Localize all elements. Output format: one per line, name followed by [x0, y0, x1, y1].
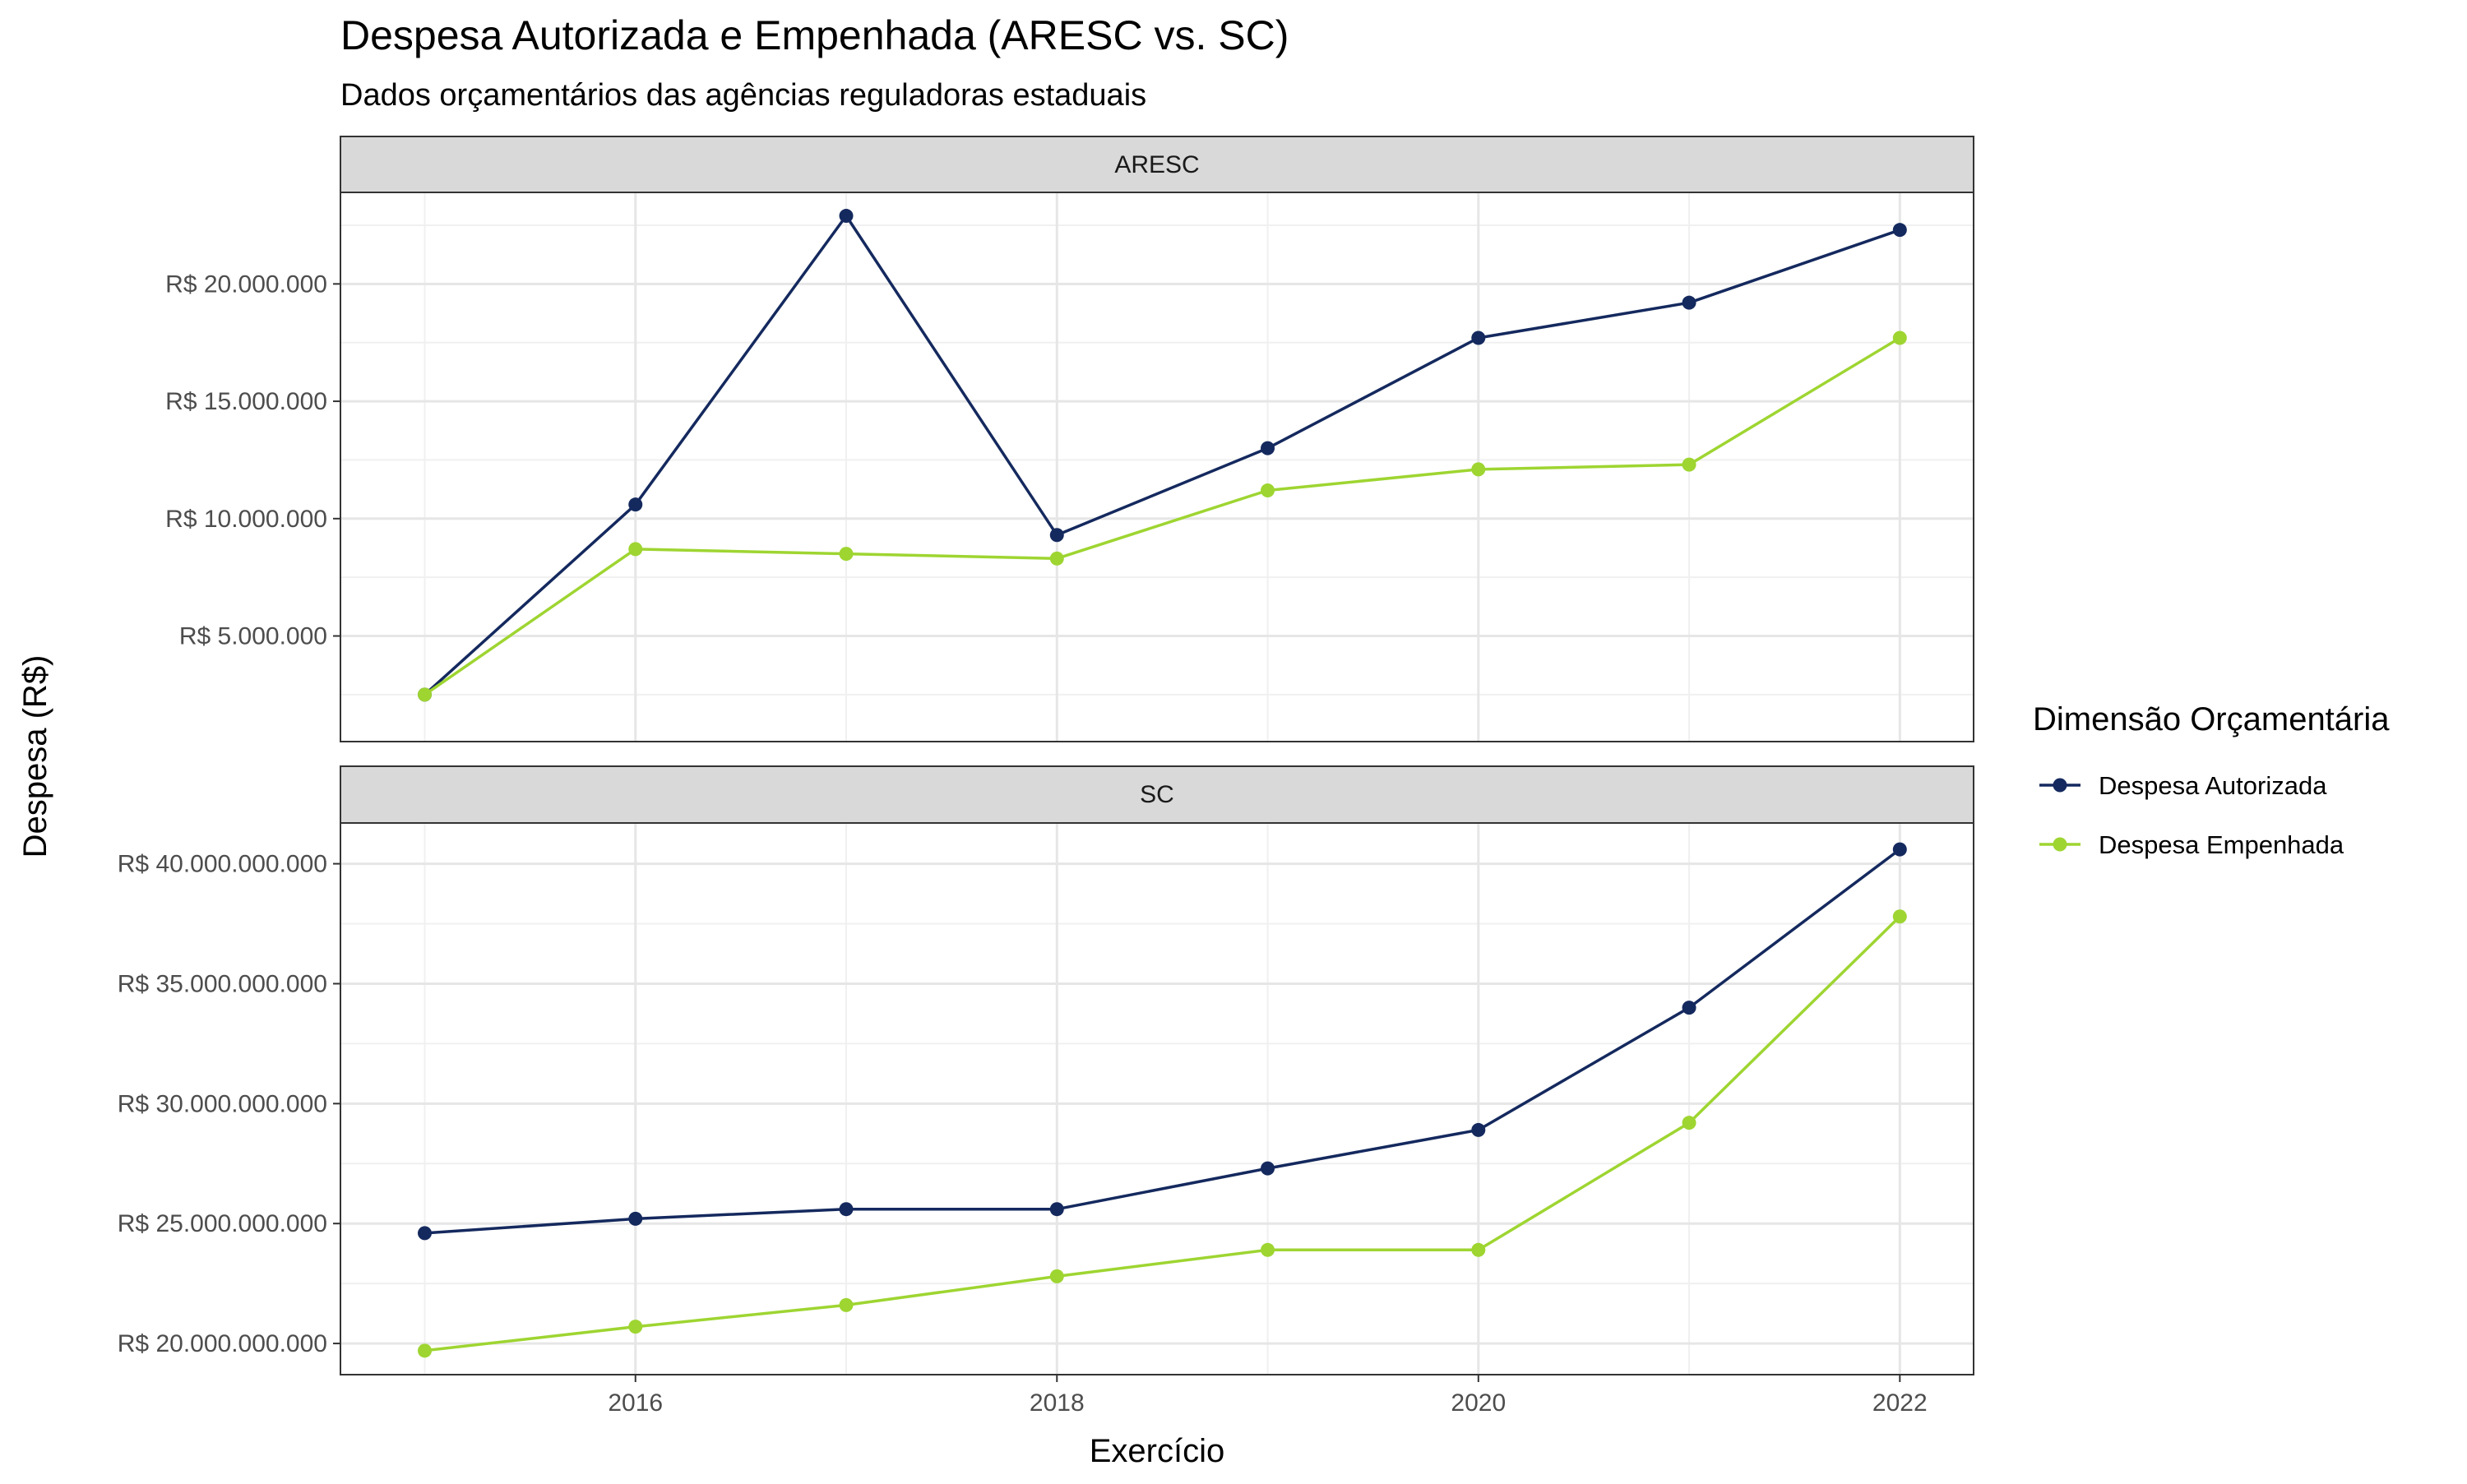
- data-point-despesa-empenhada: [1261, 1242, 1275, 1257]
- x-axis: 2016 2018 2020 2022: [608, 1375, 1928, 1417]
- data-point-despesa-autorizada: [1471, 331, 1486, 345]
- panel-aresc: ARESC R$ 5.000.000 R$ 10.000.000 R$ 15.000.…: [165, 136, 1974, 742]
- data-point-despesa-empenhada: [1682, 457, 1696, 472]
- data-point-despesa-autorizada: [1471, 1122, 1486, 1137]
- strip-background: [340, 136, 1974, 193]
- x-axis-label: Exercício: [1090, 1433, 1225, 1469]
- data-point-despesa-autorizada: [1682, 295, 1696, 310]
- y-tick-label: R$ 15.000.000: [165, 388, 327, 415]
- data-point-despesa-empenhada: [1892, 909, 1907, 924]
- legend-key-point: [2053, 837, 2067, 852]
- panel-border: [340, 192, 1974, 742]
- y-axis-label: Despesa (R$): [17, 655, 53, 858]
- legend-label: Despesa Autorizada: [2099, 771, 2327, 800]
- x-tick-label: 2022: [1872, 1389, 1928, 1417]
- series-line-despesa-autorizada: [424, 848, 1901, 1235]
- y-tick-label: R$ 10.000.000: [165, 506, 327, 533]
- series-line-despesa-autorizada: [424, 214, 1900, 696]
- x-tick-label: 2018: [1030, 1389, 1085, 1417]
- data-point-despesa-empenhada: [628, 1320, 643, 1334]
- y-tick-label: R$ 20.000.000: [165, 270, 327, 298]
- plot-background: [340, 192, 1974, 742]
- legend-item: Despesa Empenhada: [2039, 830, 2344, 859]
- data-point-despesa-autorizada: [628, 497, 643, 512]
- legend-title: Dimensão Orçamentária: [2033, 701, 2390, 737]
- x-tick-label: 2020: [1451, 1389, 1506, 1417]
- data-point-despesa-autorizada: [1261, 1161, 1275, 1176]
- data-point-despesa-empenhada: [839, 547, 854, 562]
- data-point-despesa-autorizada: [628, 1211, 643, 1226]
- data-point-despesa-empenhada: [628, 542, 643, 557]
- data-point-despesa-empenhada: [1682, 1116, 1696, 1130]
- legend-label: Despesa Empenhada: [2099, 830, 2344, 859]
- data-point-despesa-autorizada: [1049, 528, 1064, 543]
- data-point-despesa-autorizada: [839, 1202, 854, 1217]
- data-point-despesa-autorizada: [1892, 223, 1907, 238]
- legend-items: Despesa Autorizada Despesa Empenhada: [2039, 771, 2344, 859]
- y-tick-label: R$ 30.000.000.000: [118, 1090, 327, 1117]
- data-point-despesa-autorizada: [1682, 1001, 1696, 1015]
- chart-subtitle: Dados orçamentários das agências regulad…: [340, 78, 1146, 113]
- data-point-despesa-empenhada: [418, 1343, 433, 1358]
- panels-layer: ARESC R$ 5.000.000 R$ 10.000.000 R$ 15.000.…: [118, 136, 1974, 1417]
- legend-item: Despesa Autorizada: [2039, 771, 2327, 800]
- legend: Dimensão Orçamentária Despesa Autorizada…: [2033, 701, 2390, 859]
- data-point-despesa-empenhada: [839, 1297, 854, 1312]
- chart-title: Despesa Autorizada e Empenhada (ARESC vs…: [340, 12, 1289, 58]
- series-line-despesa-empenhada: [424, 915, 1901, 1352]
- data-point-despesa-autorizada: [1261, 441, 1275, 455]
- data-point-despesa-empenhada: [418, 687, 433, 702]
- y-tick-label: R$ 35.000.000.000: [118, 970, 327, 997]
- data-point-despesa-empenhada: [1261, 483, 1275, 498]
- y-tick-label: R$ 20.000.000.000: [118, 1330, 327, 1357]
- series-line-despesa-empenhada: [424, 336, 1901, 696]
- x-tick-label: 2016: [608, 1389, 663, 1417]
- strip-label: SC: [1140, 781, 1174, 808]
- data-point-despesa-autorizada: [839, 209, 854, 224]
- data-point-despesa-autorizada: [418, 1226, 433, 1241]
- data-point-despesa-empenhada: [1892, 331, 1907, 345]
- strip-background: [340, 765, 1974, 824]
- strip-label: ARESC: [1114, 151, 1199, 178]
- data-point-despesa-empenhada: [1471, 462, 1486, 477]
- data-point-despesa-empenhada: [1471, 1242, 1486, 1257]
- legend-key-point: [2053, 778, 2067, 793]
- panel-sc: SC R$ 20.000.000.000 R$ 25.000.000.000 R$ 3…: [118, 765, 1974, 1375]
- data-point-despesa-autorizada: [1049, 1202, 1064, 1217]
- y-tick-label: R$ 5.000.000: [179, 623, 327, 650]
- data-point-despesa-autorizada: [1892, 842, 1907, 857]
- data-point-despesa-empenhada: [1049, 1269, 1064, 1283]
- y-tick-label: R$ 25.000.000.000: [118, 1210, 327, 1237]
- y-tick-label: R$ 40.000.000.000: [118, 851, 327, 878]
- data-point-despesa-empenhada: [1049, 551, 1064, 566]
- panel-border: [340, 822, 1974, 1375]
- plot-background: [340, 823, 1974, 1375]
